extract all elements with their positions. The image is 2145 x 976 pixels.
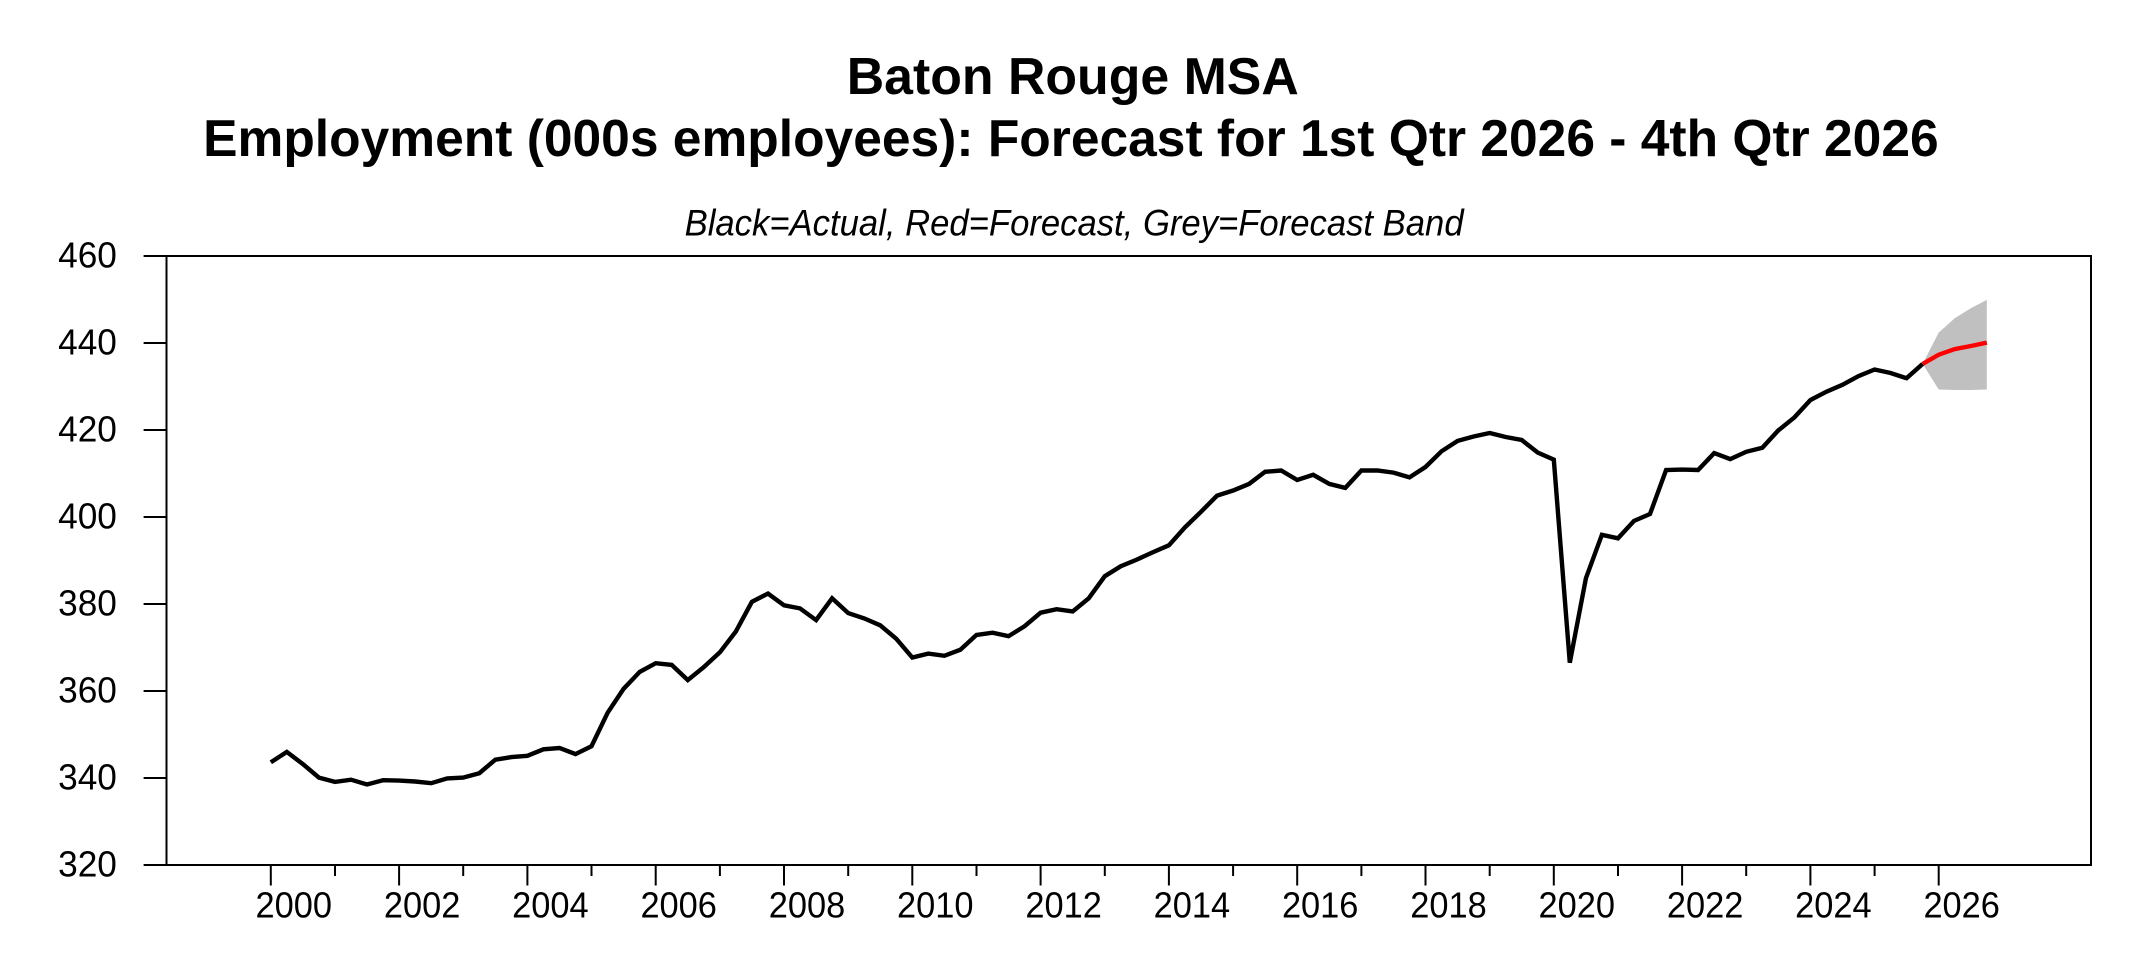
svg-text:2026: 2026 [1923,885,2000,926]
svg-text:360: 360 [58,669,117,710]
svg-text:2024: 2024 [1795,885,1872,926]
svg-text:2000: 2000 [256,885,333,926]
svg-text:Employment (000s employees): F: Employment (000s employees): Forecast fo… [203,109,1939,167]
svg-text:Baton Rouge MSA: Baton Rouge MSA [847,47,1299,105]
svg-text:2010: 2010 [897,885,974,926]
svg-text:2018: 2018 [1410,885,1487,926]
svg-text:440: 440 [58,321,117,362]
svg-text:340: 340 [58,756,117,797]
svg-text:420: 420 [58,408,117,449]
svg-text:2002: 2002 [384,885,461,926]
svg-text:460: 460 [58,234,117,275]
svg-text:2012: 2012 [1025,885,1102,926]
svg-text:320: 320 [58,843,117,884]
svg-text:2008: 2008 [769,885,846,926]
svg-text:380: 380 [58,582,117,623]
svg-text:400: 400 [58,495,117,536]
svg-text:2020: 2020 [1539,885,1616,926]
svg-text:2022: 2022 [1667,885,1744,926]
svg-text:2016: 2016 [1282,885,1359,926]
svg-text:Black=Actual, Red=Forecast, Gr: Black=Actual, Red=Forecast, Grey=Forecas… [685,203,1465,244]
svg-text:2004: 2004 [512,885,589,926]
svg-text:2006: 2006 [640,885,717,926]
svg-text:2014: 2014 [1154,885,1231,926]
